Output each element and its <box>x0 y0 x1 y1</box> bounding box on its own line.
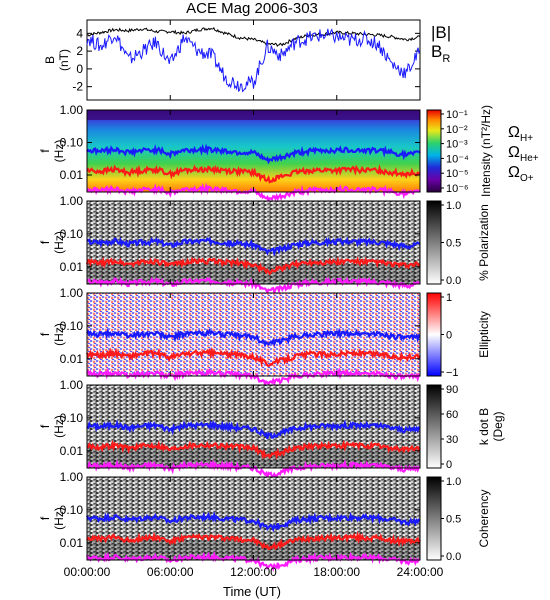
y-tick-label-intensity-1: 0.10 <box>60 136 84 150</box>
series-line-b-r <box>86 28 421 93</box>
y-tick-label-coherency-1: 0.10 <box>60 503 84 517</box>
x-tick-label-1: 06:00:00 <box>147 565 194 579</box>
colorbar-polarization <box>426 200 442 285</box>
colorbar-label-coherency: Coherency <box>477 489 491 547</box>
y-tick-label-b-3: -2 <box>72 80 83 94</box>
y-tick-label-ellipticity-2: 0.01 <box>60 352 84 366</box>
y-tick-label-intensity-0: 1.00 <box>60 103 84 117</box>
figure-title: ACE Mag 2006-303 <box>186 0 318 17</box>
x-tick-label-4: 24:00:00 <box>397 565 444 579</box>
colorbar-tick-label-ellipticity-0: 1 <box>446 292 452 304</box>
y-tick-label-ellipticity-1: 0.10 <box>60 319 84 333</box>
y-tick-label-coherency-0: 1.00 <box>60 470 84 484</box>
y-tick-label-wave-normal-angle-2: 0.01 <box>60 444 84 458</box>
colorbar-tick-label-intensity-4: 10⁻⁵ <box>446 168 469 180</box>
gyro-line-He_plus-coherency <box>86 530 421 551</box>
colorbar-label-intensity: Intensity (nT²/Hz) <box>479 105 493 197</box>
y-axis-label-wave-normal-angle: f(Hz) <box>38 415 66 438</box>
colorbar-tick-label-ellipticity-2: −1 <box>446 367 459 379</box>
y-axis-label-b: B(nT) <box>43 49 71 71</box>
colorbar-label-ellipticity: Ellipticity <box>477 311 491 358</box>
colorbar-tick-label-polarization-1: 0.5 <box>446 238 461 250</box>
colorbar-tick-label-coherency-1: 0.5 <box>446 514 461 526</box>
gyro-line-H_plus-coherency <box>85 510 421 533</box>
series-line-b-total <box>86 26 421 47</box>
gyro-line-He_plus-wave-normal-angle <box>86 439 421 460</box>
y-axis-label-intensity: f(Hz) <box>38 140 66 163</box>
y-tick-label-polarization-2: 0.01 <box>60 260 84 274</box>
colorbar-tick-label-wave-normal-angle-1: 60 <box>446 409 458 421</box>
colorbar-tick-label-wave-normal-angle-0: 90 <box>446 384 458 396</box>
colorbar-tick-label-intensity-2: 10⁻³ <box>446 139 468 151</box>
colorbar-intensity <box>426 109 442 193</box>
legend-b-total: |B| <box>431 23 451 42</box>
colorbar-coherency <box>426 476 442 561</box>
legend-b-r: BR <box>431 42 450 65</box>
legend-h-plus: ΩH+ <box>508 124 533 144</box>
colorbar-ellipticity <box>426 292 442 377</box>
y-tick-label-coherency-2: 0.01 <box>60 536 84 550</box>
legend-he-plus: ΩHe+ <box>508 144 539 164</box>
y-axis-label-polarization: f(Hz) <box>38 231 66 254</box>
x-tick-label-0: 00:00:00 <box>64 565 111 579</box>
y-tick-label-intensity-2: 0.01 <box>60 168 84 182</box>
gyro-line-H_plus-ellipticity <box>86 327 421 348</box>
gyro-line-H_plus-intensity <box>86 143 421 165</box>
colorbar-tick-label-coherency-2: 0.0 <box>446 551 461 563</box>
colorbar-label-wave-normal-angle: k dot B(Deg) <box>477 408 505 445</box>
y-tick-label-polarization-0: 1.00 <box>60 194 84 208</box>
gyro-line-He_plus-polarization <box>85 256 421 276</box>
gyro-line-H_plus-polarization <box>86 236 421 257</box>
y-axis-label-coherency: f(Hz) <box>38 507 66 530</box>
x-tick-label-3: 18:00:00 <box>313 565 360 579</box>
y-tick-label-b-1: 2 <box>76 44 83 58</box>
colorbar-tick-label-intensity-0: 10⁻¹ <box>446 109 468 121</box>
colorbar-tick-label-intensity-5: 10⁻⁶ <box>446 183 469 195</box>
gyro-line-He_plus-ellipticity <box>85 346 421 368</box>
y-tick-label-b-0: 4 <box>76 26 83 40</box>
y-tick-label-ellipticity-0: 1.00 <box>60 286 84 300</box>
colorbar-tick-label-polarization-0: 1.0 <box>446 200 461 212</box>
colorbar-tick-label-coherency-0: 1.0 <box>446 476 461 488</box>
y-tick-label-wave-normal-angle-0: 1.00 <box>60 378 84 392</box>
y-tick-label-wave-normal-angle-1: 0.10 <box>60 411 84 425</box>
gyro-line-He_plus-intensity <box>86 164 421 184</box>
colorbar-label-polarization: % Polarization <box>477 204 491 281</box>
colorbar-tick-label-intensity-3: 10⁻⁴ <box>446 153 469 165</box>
colorbar-tick-label-wave-normal-angle-2: 30 <box>446 434 458 446</box>
x-tick-label-2: 12:00:00 <box>230 565 277 579</box>
legend-o-plus: ΩO+ <box>508 164 534 184</box>
x-axis-label: Time (UT) <box>223 584 281 599</box>
colorbar-tick-label-polarization-2: 0.0 <box>446 275 461 287</box>
colorbar-tick-label-ellipticity-1: 0 <box>446 330 452 342</box>
colorbar-tick-label-wave-normal-angle-3: 0 <box>446 459 452 471</box>
y-tick-label-polarization-1: 0.10 <box>60 227 84 241</box>
panels: 420-2B(nT)1.000.100.01f(Hz)10⁻¹10⁻²10⁻³1… <box>38 19 505 579</box>
y-axis-label-ellipticity: f(Hz) <box>38 323 66 346</box>
y-tick-label-b-2: 0 <box>76 62 83 76</box>
colorbar-wave-normal-angle <box>426 384 442 469</box>
gyro-line-H_plus-wave-normal-angle <box>86 419 421 440</box>
colorbar-tick-label-intensity-1: 10⁻² <box>446 124 468 136</box>
